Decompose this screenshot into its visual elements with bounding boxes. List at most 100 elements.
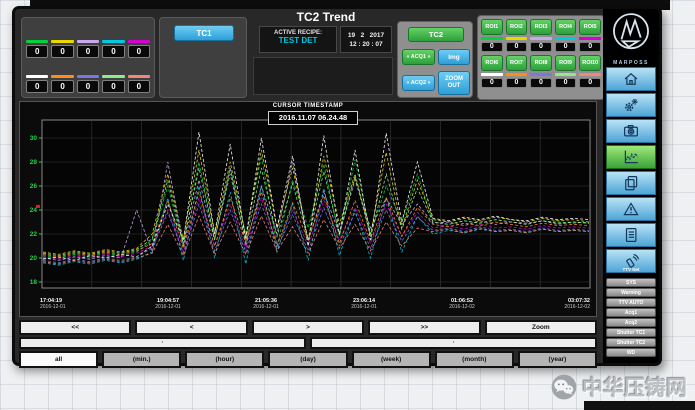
- roi-button-roi3[interactable]: ROI3: [530, 19, 552, 35]
- sidebar-button-ttv-net[interactable]: TTV Net: [606, 249, 656, 273]
- status-item-ttv-auto[interactable]: TTV AUTO: [606, 298, 656, 307]
- roi-button-roi4[interactable]: ROI4: [554, 19, 577, 35]
- roi-color-bar: [530, 73, 552, 76]
- roi-color-bar: [579, 73, 601, 76]
- channel-value: 0: [127, 45, 151, 58]
- images-icon: [625, 176, 638, 191]
- top-black-bar: [30, 0, 670, 10]
- watermark: 中华压铸网: [550, 372, 687, 402]
- timescale-day-button[interactable]: (day): [268, 351, 348, 368]
- roi-value: 0: [505, 78, 528, 88]
- timescale-min-button[interactable]: (min.): [102, 351, 182, 368]
- roi-button-roi2[interactable]: ROI2: [505, 19, 528, 35]
- scroll-left-area[interactable]: ·: [19, 337, 306, 349]
- tc1-panel: TC1: [159, 17, 247, 98]
- sidebar-button-warning[interactable]: [606, 197, 656, 221]
- channel-indicator: 0: [127, 40, 151, 58]
- x-axis-tick-label: 21:05:36 2016-12-01: [253, 298, 279, 310]
- pan-fast-left-button[interactable]: <<: [19, 320, 132, 335]
- time-value: 12 : 20 : 07: [349, 41, 383, 48]
- svg-text:20: 20: [30, 255, 38, 262]
- camera-icon: [624, 125, 638, 137]
- roi-button-roi1[interactable]: ROI1: [481, 19, 503, 35]
- acq1-button[interactable]: « ACQ1 »: [402, 49, 435, 65]
- channel-indicator: 0: [102, 40, 125, 58]
- tc2-controls-panel: TC2 « ACQ1 » Img « ACQ2 » ZOOM OUT: [397, 21, 473, 98]
- status-item-warning[interactable]: Warning: [606, 288, 656, 297]
- zoom-out-button[interactable]: ZOOM OUT: [438, 71, 470, 95]
- roi-button-roi10[interactable]: ROI10: [579, 55, 601, 71]
- sidebar-button-camera[interactable]: [606, 119, 656, 143]
- roi-button-roi5[interactable]: ROI5: [579, 19, 601, 35]
- channel-value: 0: [127, 80, 151, 93]
- roi-cell: ROI5 0: [579, 19, 601, 52]
- sidebar-button-report[interactable]: [606, 223, 656, 247]
- status-item-acq2[interactable]: Acq2: [606, 318, 656, 327]
- acq2-button[interactable]: « ACQ2 »: [402, 75, 435, 91]
- channel-value: 0: [76, 80, 100, 93]
- status-item-acq1[interactable]: Acq1: [606, 308, 656, 317]
- roi-row-2: ROI6 0 ROI7 0 ROI8 0 ROI9 0 ROI10 0: [481, 55, 601, 88]
- datetime-box: 19 2 2017 12 : 20 : 07: [340, 26, 392, 53]
- roi-value: 0: [481, 78, 503, 88]
- recipe-info-inset: [253, 57, 393, 95]
- timescale-hour-button[interactable]: (hour): [185, 351, 265, 368]
- roi-button-roi8[interactable]: ROI8: [530, 55, 552, 71]
- svg-text:22: 22: [30, 231, 38, 238]
- channel-indicator: 0: [102, 75, 125, 93]
- watermark-text: 中华压铸网: [582, 377, 687, 400]
- zoom-button[interactable]: Zoom: [484, 320, 598, 335]
- timescale-month-button[interactable]: (month): [434, 351, 514, 368]
- roi-button-roi6[interactable]: ROI6: [481, 55, 503, 71]
- scroll-right-area[interactable]: ·: [310, 337, 597, 349]
- status-item-shutter-tc2[interactable]: Shutter TC2: [606, 338, 656, 347]
- status-item-shutter-tc1[interactable]: Shutter TC1: [606, 328, 656, 337]
- roi-value: 0: [481, 42, 503, 52]
- active-recipe-box: ACTIVE RECIPE: TEST DET: [259, 26, 337, 53]
- sidebar-button-images[interactable]: [606, 171, 656, 195]
- roi-button-roi7[interactable]: ROI7: [505, 55, 528, 71]
- timescale-year-button[interactable]: (year): [517, 351, 597, 368]
- wechat-icon: [551, 374, 577, 400]
- timescale-all-button[interactable]: all: [19, 351, 99, 368]
- channel-color-bar: [76, 40, 100, 43]
- roi-cell: ROI9 0: [554, 55, 577, 88]
- roi-color-bar: [579, 37, 601, 40]
- x-axis-tick-label: 03:07:32 2016-12-02: [564, 298, 590, 310]
- sidebar-button-gears[interactable]: [606, 93, 656, 117]
- sidebar-button-trend-chart[interactable]: [606, 145, 656, 169]
- channel-color-bar: [102, 40, 125, 43]
- roi-value: 0: [530, 42, 552, 52]
- marposs-brand-text: MARPOSS: [613, 60, 649, 66]
- img-button[interactable]: Img: [438, 49, 470, 65]
- cursor-timestamp-value: 2016.11.07 06.24.48: [268, 111, 358, 125]
- x-axis-tick-label: 01:06:52 2016-12-02: [449, 298, 475, 310]
- roi-value: 0: [505, 42, 528, 52]
- pan-right-button[interactable]: >: [251, 320, 365, 335]
- bottom-black-bar: [584, 401, 695, 410]
- x-axis-tick-label: 19:04:57 2016-12-01: [155, 298, 181, 310]
- roi-panel: ROI1 0 ROI2 0 ROI3 0 ROI4 0 ROI5 0 ROI6 0 ROI7 0 ROI8…: [477, 15, 605, 100]
- tc2-button[interactable]: TC2: [408, 27, 464, 42]
- roi-cell: ROI1 0: [481, 19, 503, 52]
- roi-color-bar: [530, 37, 552, 40]
- home-icon: [624, 72, 638, 85]
- channel-indicator: 0: [51, 40, 74, 58]
- roi-cell: ROI8 0: [530, 55, 552, 88]
- channel-value: 0: [51, 80, 74, 93]
- roi-cell: ROI2 0: [505, 19, 528, 52]
- roi-button-roi9[interactable]: ROI9: [554, 55, 577, 71]
- status-item-sys[interactable]: SYS: [606, 278, 656, 287]
- timescale-week-button[interactable]: (week): [351, 351, 431, 368]
- pan-fast-right-button[interactable]: >>: [368, 320, 481, 335]
- channel-value: 0: [102, 45, 125, 58]
- marposs-logo-icon: [613, 13, 649, 50]
- trend-plot[interactable]: 30 28 26 24 22 20 18: [22, 108, 594, 296]
- status-item-wd[interactable]: WD: [606, 348, 656, 357]
- channel-indicator: 0: [51, 75, 74, 93]
- tc1-button[interactable]: TC1: [174, 25, 234, 41]
- roi-color-bar: [505, 37, 528, 40]
- roi-cell: ROI6 0: [481, 55, 503, 88]
- pan-left-button[interactable]: <: [135, 320, 248, 335]
- sidebar-button-home[interactable]: [606, 67, 656, 91]
